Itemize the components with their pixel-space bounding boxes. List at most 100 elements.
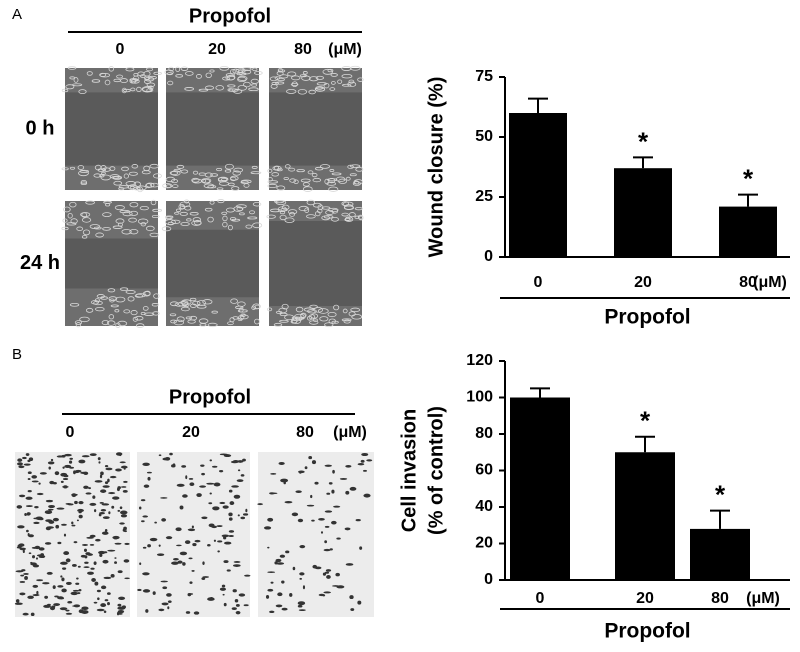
- cell: [326, 492, 331, 495]
- cell: [184, 205, 192, 211]
- cell: [179, 505, 184, 510]
- cell: [327, 68, 334, 73]
- cell: [104, 79, 111, 86]
- cell: [98, 513, 102, 517]
- cell: [270, 473, 277, 475]
- cell: [156, 553, 165, 556]
- cell: [349, 65, 361, 71]
- cell: [101, 503, 110, 506]
- cell: [176, 544, 182, 547]
- cell: [78, 459, 86, 464]
- cell: [345, 216, 351, 221]
- cell: [52, 585, 56, 590]
- cell: [32, 594, 40, 597]
- cell: [76, 519, 79, 522]
- cell: [239, 314, 249, 320]
- cell: [93, 226, 102, 230]
- cell: [82, 229, 91, 236]
- cell: [228, 534, 234, 537]
- cell: [222, 505, 229, 509]
- cell: [209, 200, 215, 205]
- cell: [174, 211, 180, 215]
- cell: [216, 167, 223, 172]
- x-tick-label: 20: [634, 274, 652, 291]
- cell: [149, 232, 159, 238]
- cell: [158, 454, 162, 457]
- cell: [22, 612, 29, 616]
- cell: [207, 216, 214, 223]
- cell: [345, 490, 350, 495]
- cell: [60, 575, 63, 578]
- cell: [91, 79, 101, 83]
- cell: [360, 459, 365, 463]
- cell: [108, 296, 118, 301]
- cell: [78, 170, 89, 177]
- cell: [204, 85, 215, 90]
- cell: [276, 185, 286, 191]
- cell: [89, 543, 95, 546]
- cell: [222, 221, 228, 228]
- cell: [224, 541, 232, 545]
- cell: [19, 592, 26, 596]
- cell: [331, 320, 339, 324]
- cell: [216, 525, 223, 527]
- bar: [690, 528, 750, 580]
- cell-layer: [269, 201, 362, 221]
- cell: [329, 169, 335, 172]
- cell: [78, 89, 87, 95]
- cell: [238, 69, 244, 75]
- cell: [302, 186, 313, 192]
- cell: [71, 493, 78, 496]
- cell: [311, 460, 317, 465]
- column-label: 20: [182, 424, 200, 441]
- cell: [231, 607, 237, 611]
- cell: [337, 79, 343, 84]
- cell: [125, 67, 135, 72]
- cell: [188, 593, 194, 595]
- cell: [341, 212, 349, 217]
- x-tick-label: 80: [711, 590, 729, 607]
- cell: [22, 549, 25, 554]
- cell: [67, 66, 77, 70]
- cell: [101, 320, 110, 326]
- cell: [322, 572, 327, 576]
- cell: [108, 492, 116, 495]
- cell: [108, 66, 115, 72]
- cell: [85, 200, 95, 205]
- cell: [277, 206, 287, 213]
- cell: [230, 298, 238, 304]
- cell: [109, 475, 117, 479]
- cell: [167, 80, 174, 86]
- cell: [323, 591, 332, 594]
- cell: [17, 458, 23, 462]
- cell: [233, 167, 244, 173]
- cell: [191, 570, 195, 572]
- cell: [341, 83, 352, 87]
- cell: [228, 530, 235, 533]
- cell: [188, 528, 196, 532]
- cell: [83, 485, 89, 489]
- cell: [32, 555, 36, 559]
- cell: [226, 569, 231, 572]
- cell: [99, 72, 107, 77]
- cell: [206, 482, 215, 485]
- cell: [32, 564, 40, 568]
- cell: [300, 178, 311, 183]
- cell: [349, 595, 354, 600]
- y-tick-label: 60: [475, 462, 493, 479]
- cell: [50, 606, 56, 611]
- cell: [69, 302, 80, 307]
- cell: [194, 539, 201, 543]
- cell: [237, 460, 244, 463]
- cell: [185, 71, 194, 76]
- cell: [38, 547, 45, 551]
- cell: [330, 73, 338, 77]
- cell: [236, 206, 244, 211]
- cell: [80, 554, 87, 558]
- cell: [227, 224, 233, 231]
- cell: [69, 201, 77, 208]
- cell: [210, 597, 214, 600]
- cell: [137, 218, 149, 225]
- cell: [102, 227, 111, 231]
- cell: [141, 86, 153, 92]
